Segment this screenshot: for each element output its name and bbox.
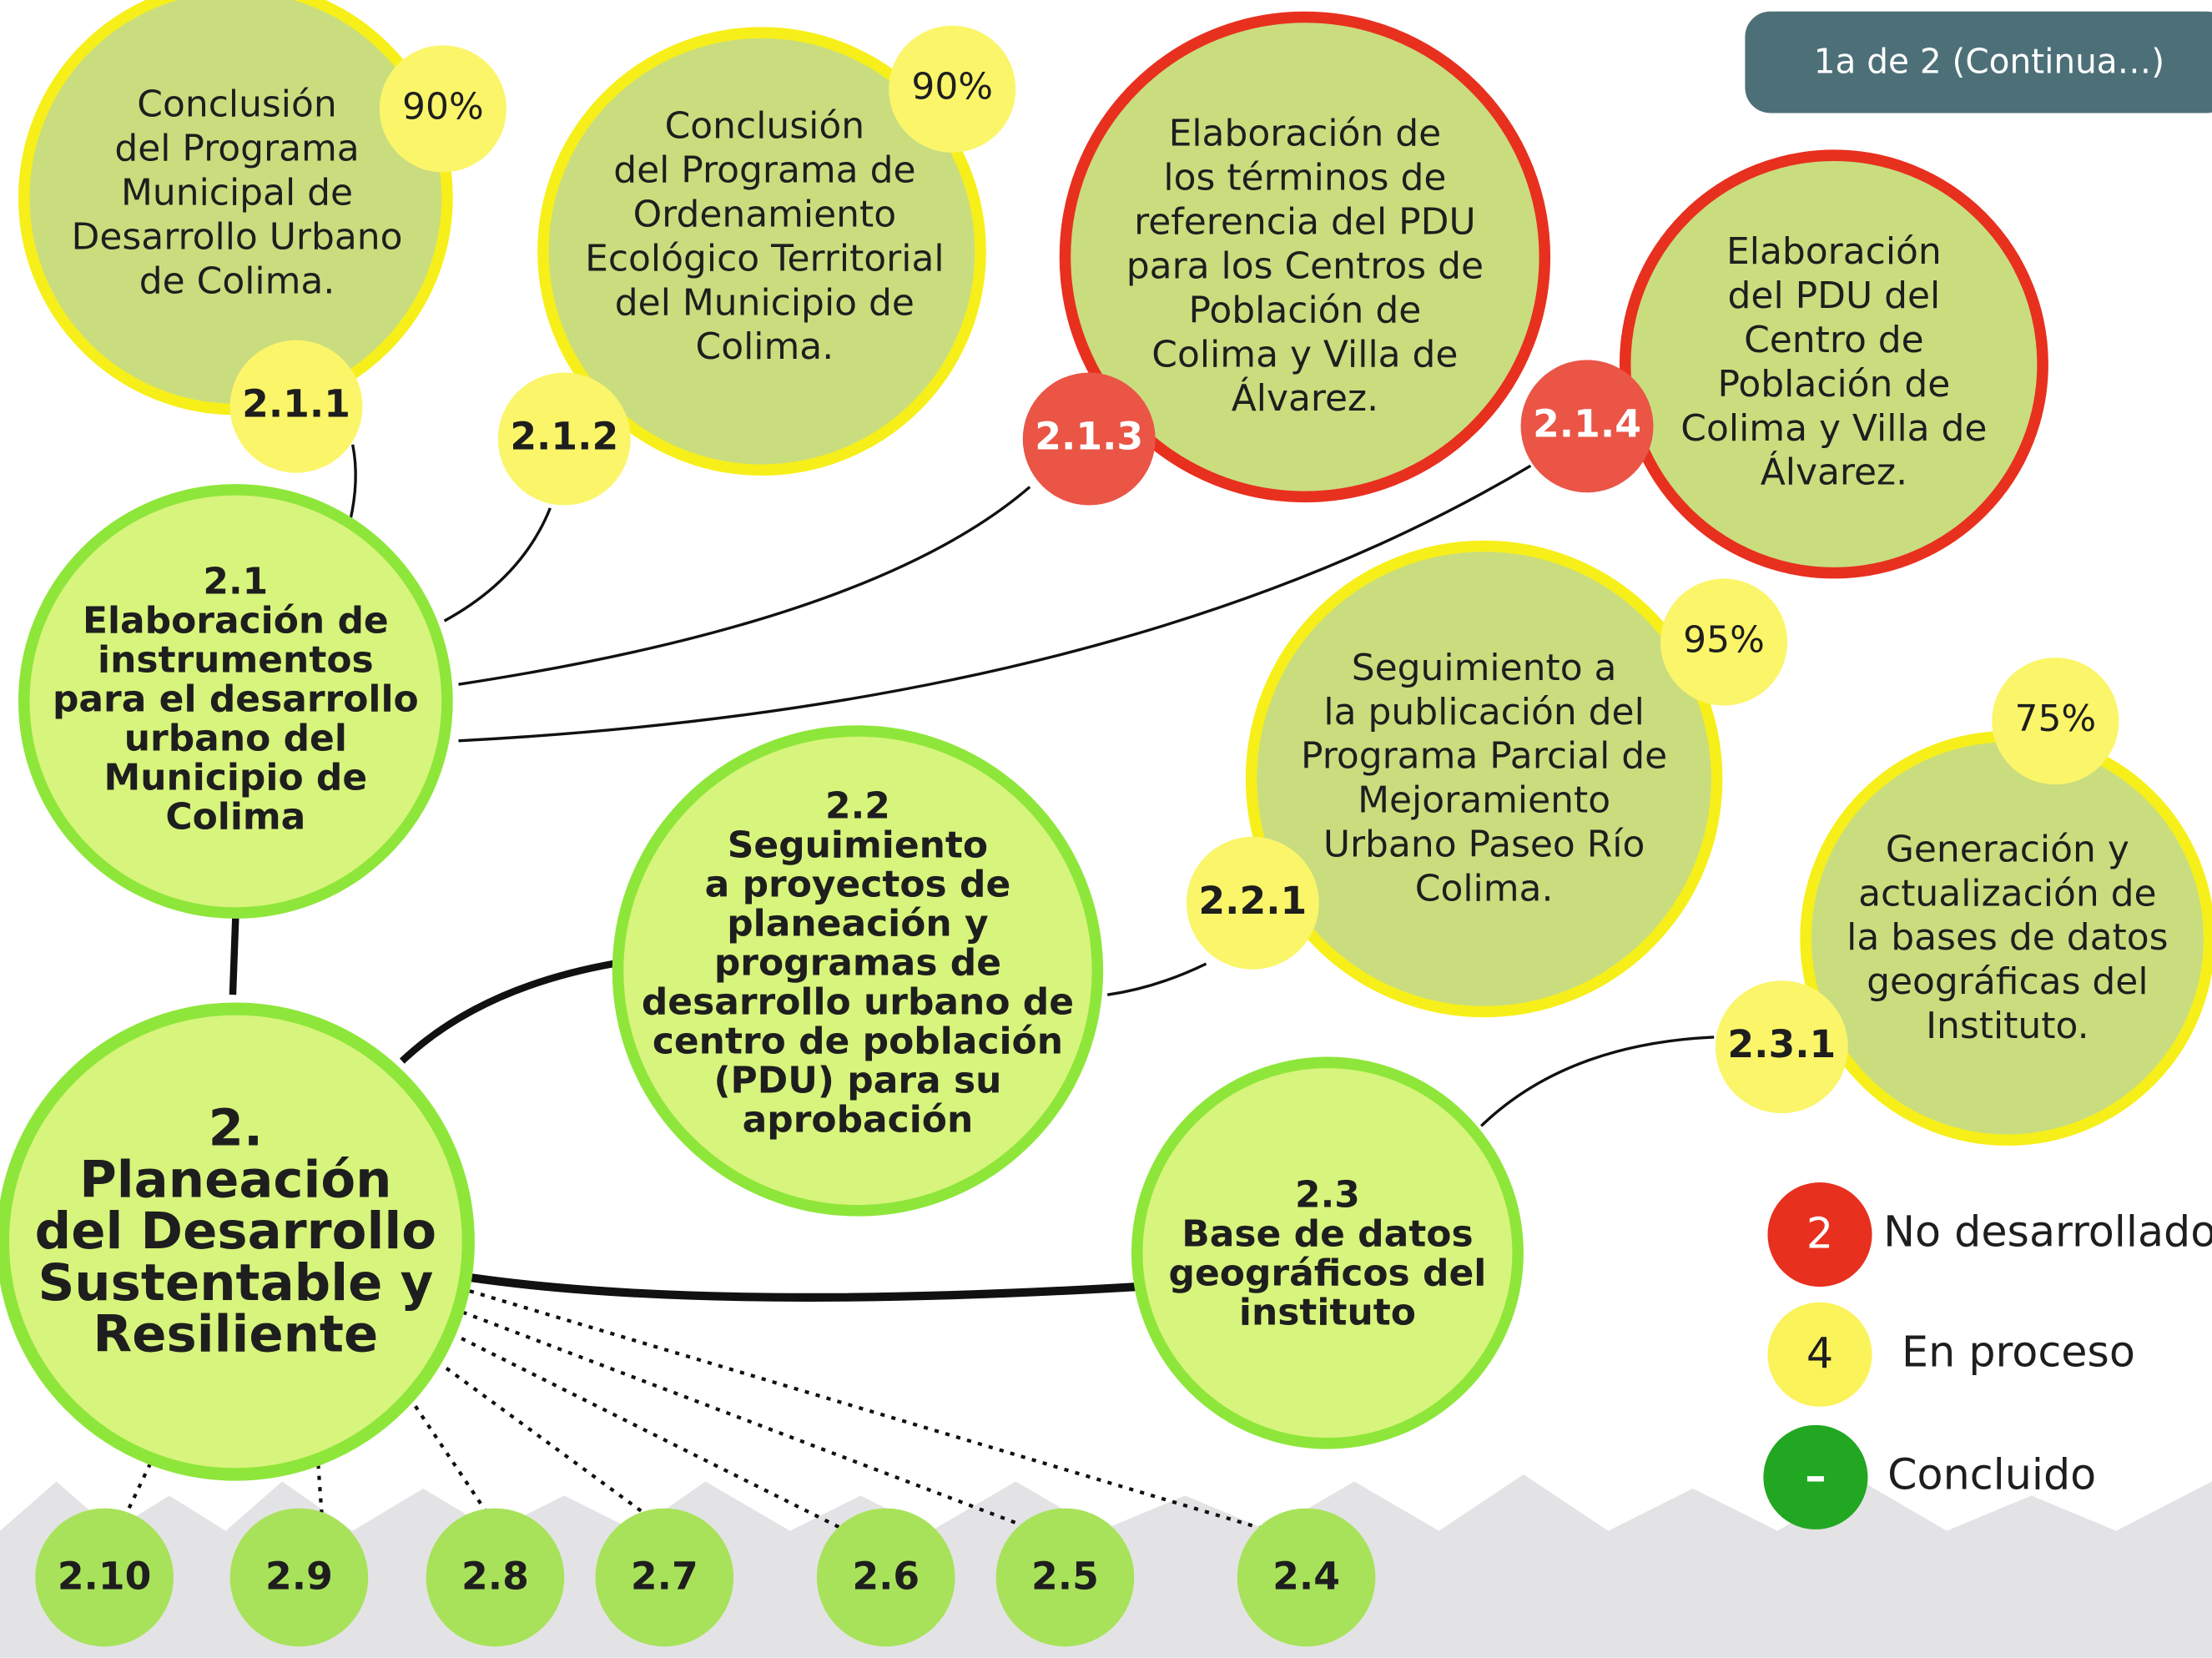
progress-text: 90%: [911, 66, 993, 108]
node-text: programas de: [714, 942, 1001, 985]
node-text: aprobación: [743, 1099, 974, 1141]
action-id: 2.1.3: [1035, 415, 1143, 459]
node-text: Elaboración: [1726, 230, 1942, 273]
node-text: Desarrollo Urbano: [72, 215, 403, 258]
node-text: Municipio de: [103, 756, 367, 799]
node-text: Centro de: [1744, 319, 1924, 361]
node-id: 2.1: [203, 560, 268, 602]
node-text: Mejoramiento: [1358, 779, 1610, 822]
node-text: Programa Parcial de: [1301, 735, 1667, 778]
node-text: del Programa: [114, 128, 359, 170]
action-id: 2.2.1: [1198, 879, 1307, 923]
node-text: centro de población: [653, 1021, 1063, 1063]
node-id: 2.3: [1295, 1173, 1360, 1216]
node-id: 2.: [209, 1100, 263, 1158]
page: 1a de 2 (Continua…)Conclusióndel Program…: [0, 0, 2212, 1658]
node-text: Colima.: [696, 325, 834, 368]
node-text: Colima.: [1415, 867, 1554, 910]
legend-count: 2: [1806, 1208, 1833, 1257]
node-text: Ecológico Territorial: [585, 237, 944, 280]
pending-id: 2.9: [265, 1555, 333, 1599]
node-text: Seguimiento: [728, 824, 988, 867]
page-badge-text: 1a de 2 (Continua…): [1814, 41, 2164, 81]
node-text: Seguimiento a: [1352, 647, 1617, 689]
legend-label: No desarrollado: [1883, 1207, 2212, 1257]
pending-id: 2.7: [631, 1555, 698, 1599]
node-text: Municipal de: [121, 172, 353, 214]
node-text: actualización de: [1858, 872, 2156, 915]
node-text: Colima: [165, 795, 305, 838]
node-text: geográficas del: [1867, 960, 2148, 1003]
node-text: Instituto.: [1926, 1005, 2089, 1047]
pending-id: 2.5: [1031, 1555, 1099, 1599]
node-text: Conclusión: [137, 83, 336, 126]
node-text: instituto: [1239, 1291, 1416, 1333]
node-text: los términos de: [1163, 157, 1446, 199]
node-text: Elaboración de: [83, 599, 389, 642]
action-id: 2.1.1: [242, 382, 350, 426]
legend-label: Concluido: [1887, 1449, 2096, 1499]
node-text: Población de: [1188, 289, 1421, 331]
node-text: Colima y Villa de: [1680, 407, 1987, 450]
node-text: Álvarez.: [1232, 375, 1378, 420]
node-text: Ordenamiento: [633, 193, 897, 235]
legend-count: 4: [1806, 1328, 1833, 1378]
node-text: Planeación: [79, 1151, 391, 1209]
action-id: 2.3.1: [1727, 1022, 1836, 1066]
node-text: la bases de datos: [1847, 916, 2168, 959]
progress-text: 95%: [1683, 618, 1765, 661]
node-text: urbano del: [124, 717, 347, 759]
node-text: Resiliente: [93, 1306, 378, 1364]
node-text: la publicación del: [1323, 691, 1644, 733]
node-text: Población de: [1717, 363, 1950, 406]
node-id: 2.2: [825, 785, 890, 828]
progress-text: 75%: [2014, 698, 2096, 740]
node-text: del Municipio de: [615, 281, 915, 324]
node-text: del Programa de: [613, 149, 915, 192]
node-text: Conclusión: [665, 105, 864, 148]
node-text: para el desarrollo: [53, 678, 419, 720]
node-text: geográficos del: [1169, 1252, 1487, 1294]
node-text: a proyectos de: [705, 864, 1011, 906]
node-text: (PDU) para su: [713, 1060, 1001, 1102]
node-text: Urbano Paseo Río: [1323, 824, 1645, 866]
node-text: Elaboración de: [1169, 113, 1442, 155]
node-text: del PDU del: [1728, 275, 1941, 317]
node-text: planeación y: [727, 903, 988, 945]
node-text: instrumentos: [98, 638, 374, 681]
diagram: 1a de 2 (Continua…)Conclusióndel Program…: [0, 0, 2212, 1658]
node-text: Colima y Villa de: [1151, 333, 1458, 375]
node-text: Generación y: [1886, 828, 2129, 870]
node-text: desarrollo urbano de: [642, 981, 1074, 1024]
node-text: Base de datos: [1182, 1212, 1473, 1255]
node-text: para los Centros de: [1126, 244, 1484, 287]
pending-id: 2.8: [461, 1555, 529, 1599]
node-text: del Desarrollo: [35, 1202, 436, 1261]
legend-label: En proceso: [1902, 1327, 2135, 1376]
node-text: de Colima.: [139, 260, 335, 302]
node-text: referencia del PDU: [1134, 201, 1475, 244]
legend-count: –: [1805, 1451, 1826, 1500]
node-text: Álvarez.: [1761, 450, 1907, 494]
action-id: 2.1.4: [1533, 401, 1641, 446]
progress-text: 90%: [402, 85, 484, 128]
pending-id: 2.10: [58, 1555, 152, 1599]
node-text: Sustentable y: [38, 1254, 433, 1313]
pending-id: 2.4: [1272, 1555, 1340, 1599]
pending-id: 2.6: [852, 1555, 920, 1599]
action-id: 2.1.2: [510, 415, 618, 459]
